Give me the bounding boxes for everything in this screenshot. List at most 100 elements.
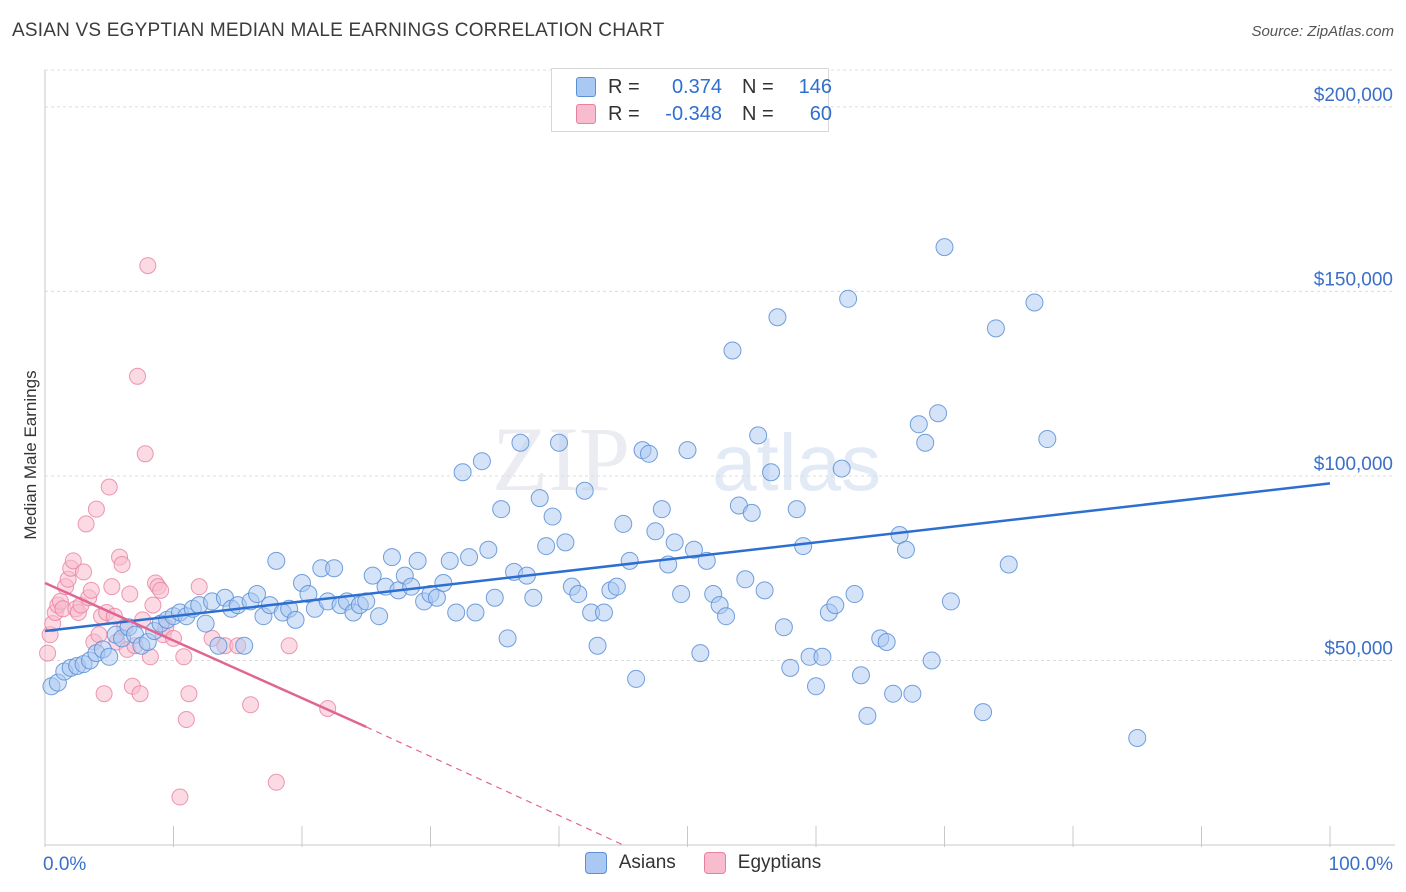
trend-lines: [44, 482, 1331, 846]
egyptians-legend-swatch: [703, 852, 726, 874]
r-label: R =: [608, 102, 640, 125]
asians-point: [646, 522, 665, 541]
asians-point: [807, 677, 825, 696]
asians-point: [614, 514, 633, 533]
asians-point: [1128, 728, 1147, 747]
asians-point: [620, 551, 639, 570]
asians-point: [749, 426, 768, 445]
asians-point: [325, 559, 344, 578]
asians-point: [530, 489, 549, 508]
egyptians-point: [139, 257, 157, 275]
asians-point: [935, 238, 954, 257]
chart-title: ASIAN VS EGYPTIAN MEDIAN MALE EARNINGS C…: [12, 20, 665, 41]
egyptians-trend-extension: [365, 726, 624, 846]
asians-point: [922, 651, 941, 670]
egyptians-point: [77, 515, 95, 533]
egyptians-legend-label: Egyptians: [737, 852, 822, 873]
egyptians-point: [95, 685, 113, 703]
asians-point: [472, 452, 491, 471]
legend-item-egyptians[interactable]: Egyptians: [703, 852, 822, 874]
egyptians-point: [280, 637, 298, 655]
asians-point: [363, 566, 382, 585]
y-tick-label: $200,000: [1314, 85, 1393, 106]
egyptians-point: [64, 552, 82, 570]
source-label: Source: ZipAtlas.com: [1251, 23, 1394, 40]
axes: [44, 70, 1395, 847]
egyptians-point: [90, 626, 108, 644]
asians-point: [460, 548, 479, 567]
asians-point: [845, 585, 864, 604]
asians-point: [858, 706, 877, 725]
asians-point: [402, 577, 421, 596]
asians-legend-swatch: [584, 852, 607, 874]
asians-swatch: [576, 77, 596, 97]
asians-point: [382, 548, 401, 567]
n-label: N =: [742, 102, 774, 125]
asians-trend-line: [44, 482, 1331, 633]
asians-point: [453, 463, 472, 482]
asians-point: [370, 607, 389, 626]
egyptians-point: [242, 696, 260, 714]
egyptians-point: [190, 578, 208, 596]
n-value: 146: [798, 75, 832, 98]
asians-point: [607, 577, 626, 596]
egyptians-point: [267, 773, 285, 791]
asians-point: [884, 684, 903, 703]
asians-point: [768, 308, 787, 327]
asians-point: [594, 603, 613, 622]
asians-point: [492, 500, 511, 519]
legend-item-asians[interactable]: Asians: [584, 852, 676, 874]
asians-point: [986, 319, 1005, 338]
asians-point: [941, 592, 960, 611]
asians-point: [974, 703, 993, 722]
asians-point: [762, 463, 781, 482]
watermark-atlas: atlas: [712, 418, 881, 507]
egyptians-point: [177, 711, 195, 729]
x-tick-label-min: 0.0%: [43, 854, 86, 875]
r-value: -0.348: [665, 102, 722, 125]
egyptians-point: [75, 563, 93, 581]
asians-point: [813, 647, 832, 666]
watermark: ZIP atlas: [492, 408, 881, 510]
asians-legend-label: Asians: [618, 852, 676, 873]
asians-point: [498, 629, 517, 648]
egyptians-point: [121, 585, 139, 603]
asians-point: [588, 636, 607, 655]
watermark-zip: ZIP: [492, 408, 630, 510]
asians-point: [235, 636, 254, 655]
asians-point: [209, 636, 228, 655]
asians-point: [569, 585, 588, 604]
egyptians-point: [171, 788, 189, 806]
asians-point: [672, 585, 691, 604]
asians-point: [466, 603, 485, 622]
asians-point: [787, 500, 806, 519]
asians-point: [903, 684, 922, 703]
asians-point: [524, 588, 543, 607]
asians-point: [556, 533, 575, 552]
egyptians-point: [82, 581, 100, 599]
asians-point: [537, 537, 556, 556]
egyptians-points: [39, 257, 337, 806]
asians-point: [652, 500, 671, 519]
egyptians-point: [129, 367, 147, 385]
legend-row-asians: R = 0.374 N = 146: [576, 74, 832, 100]
egyptians-point: [152, 581, 170, 599]
asians-point: [485, 588, 504, 607]
n-label: N =: [742, 75, 774, 98]
asians-point: [248, 585, 267, 604]
egyptians-point: [103, 578, 121, 596]
asians-point: [575, 481, 594, 500]
y-tick-labels: $50,000 $100,000 $150,000 $200,000: [1314, 85, 1393, 660]
asians-point: [723, 341, 742, 360]
asians-point: [781, 658, 800, 677]
asians-point: [100, 647, 119, 666]
asians-point: [196, 614, 215, 633]
egyptians-point: [131, 685, 149, 703]
asians-point: [999, 555, 1018, 574]
legend-row-egyptians: R = -0.348 N = 60: [576, 101, 832, 127]
asians-point: [678, 441, 697, 460]
asians-point: [774, 618, 793, 637]
asians-point: [447, 603, 466, 622]
egyptians-point: [100, 478, 118, 496]
